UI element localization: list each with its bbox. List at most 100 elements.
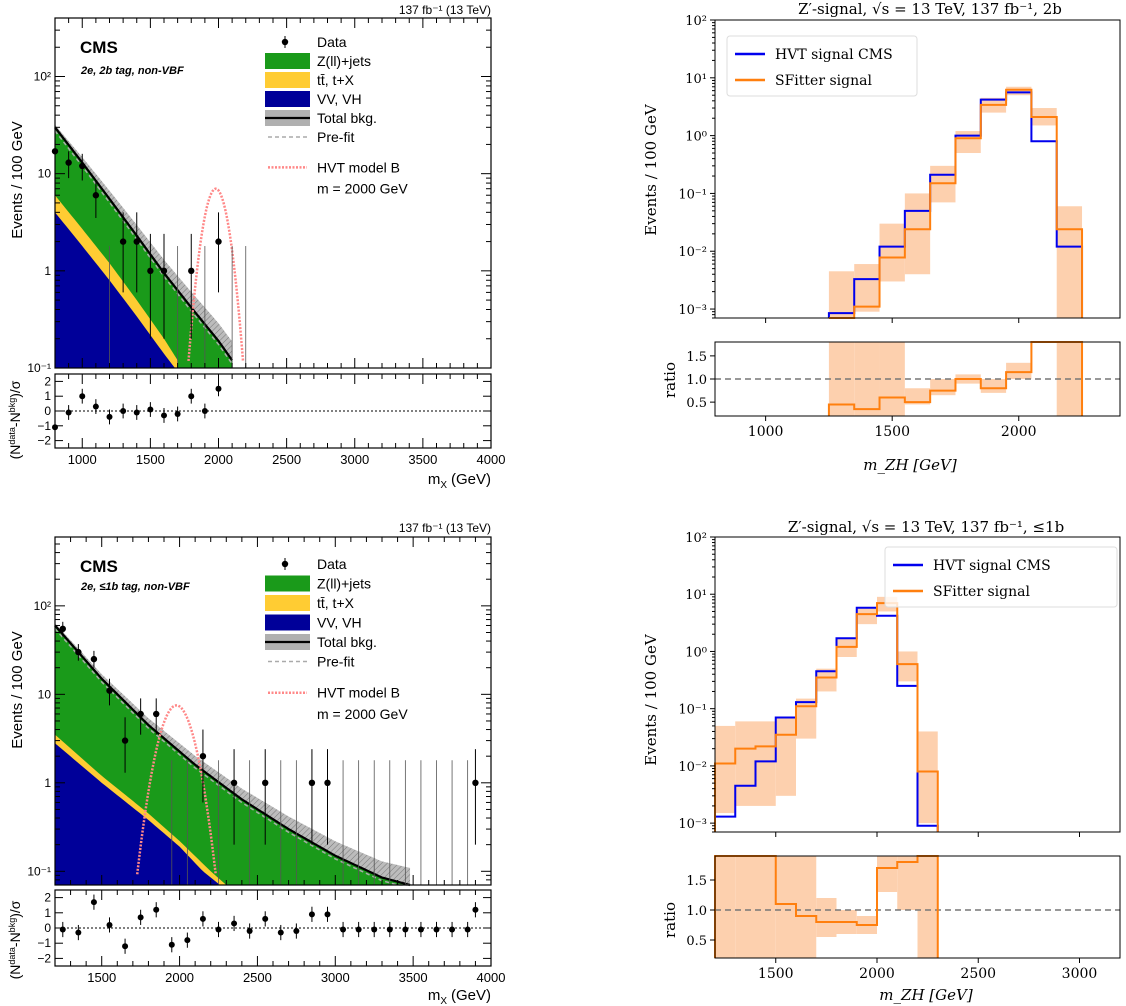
y-axis-label: Events / 100 GeV	[9, 631, 26, 749]
vv-area	[55, 743, 221, 885]
sfitter-2b-main-plot: 10⁻³ 10⁻² 10⁻¹ 10⁰ 10¹ 10²	[678, 14, 1121, 323]
x-axis-label: mX (GeV)	[428, 987, 491, 1006]
sfitter-uncertainty-bin	[828, 271, 855, 318]
legend-data-marker	[281, 38, 289, 46]
legend-prefit-label: Pre-fit	[317, 654, 354, 670]
y-tick-label: 10²	[685, 531, 707, 546]
data-point	[262, 779, 269, 787]
experiment-label: CMS	[80, 38, 118, 57]
sfitter-uncertainty-bin	[879, 223, 905, 282]
legend-data-marker	[281, 560, 289, 568]
sfitter-uncertainty-bin	[796, 698, 817, 739]
x-tick-label: 2500	[243, 970, 272, 985]
pull-y-tick-label: −1	[37, 936, 51, 950]
data-point	[153, 710, 160, 718]
pull-axis-label-sup1: data	[7, 947, 17, 965]
y-tick-label: 10⁻¹	[678, 187, 707, 202]
x-tick-label: 3000	[321, 970, 350, 985]
ratio-axis-label: ratio	[661, 362, 679, 398]
data-point	[133, 238, 140, 245]
pull-point	[65, 409, 72, 416]
lumi-label: 137 fb⁻¹ (13 TeV)	[399, 3, 491, 17]
y-tick-label: 10²	[685, 14, 707, 29]
data-point	[65, 159, 72, 166]
data-point	[119, 238, 127, 245]
pull-point	[215, 926, 222, 933]
y-tick-label: 10⁻²	[678, 245, 707, 260]
pull-axis-label-tail: )/σ	[7, 900, 23, 918]
ratio-band-bin	[735, 856, 756, 958]
pull-point	[90, 899, 97, 906]
data-point	[199, 752, 207, 760]
pull-point	[184, 937, 191, 944]
data-point	[230, 779, 238, 787]
plot-frame	[714, 19, 1121, 319]
data-point	[160, 267, 168, 275]
legend-box	[726, 35, 918, 97]
pull-point	[174, 410, 181, 417]
plot-frame	[714, 536, 1121, 833]
y-tick-label: 10	[38, 687, 52, 701]
y-tick-label: 10⁻³	[678, 303, 707, 318]
cms-1b-legend: Data Z(ll)+jets tt̄, t+X VV, VH Total bkg. Pr…	[265, 556, 408, 722]
pull-point	[293, 928, 300, 935]
sfitter-uncertainty-bin	[854, 264, 880, 312]
x-tick-label: 1500	[87, 970, 116, 985]
sfitter-1b-main-plot: 10⁻³ 10⁻² 10⁻¹ 10⁰ 10¹ 10²	[678, 531, 1121, 837]
ratio-y-tick-label: 1.5	[686, 874, 707, 889]
pull-point	[464, 926, 471, 933]
x-axis-label-sub: X	[440, 480, 447, 491]
pull-point	[75, 929, 82, 936]
pull-point	[417, 926, 424, 933]
pull-point	[277, 929, 284, 936]
pull-point	[308, 911, 315, 918]
sfitter-uncertainty-bin	[904, 193, 931, 275]
pull-axis-label: (Ndata-Nbkg)/σ	[7, 380, 23, 459]
legend-vv-swatch	[265, 614, 310, 631]
legend-ttbar-label: tt̄, t+X	[317, 595, 355, 611]
legend-hvt-label: HVT signal CMS	[775, 47, 893, 63]
pull-axis-label: (Ndata-Nbkg)/σ	[7, 900, 23, 979]
x-tick-label: 2500	[960, 966, 996, 982]
y-tick-label: 10²	[34, 599, 51, 613]
pull-y-tick-label: −2	[37, 951, 51, 965]
legend-signal-label: HVT model B	[317, 685, 400, 701]
x-tick-label: 1000	[748, 424, 784, 440]
x-tick-label: 3500	[399, 970, 428, 985]
ratio-y-tick-label: 1.0	[686, 373, 707, 388]
pull-point	[59, 926, 66, 933]
pull-point	[246, 928, 253, 935]
pull-point	[120, 408, 127, 414]
experiment-label: CMS	[80, 557, 118, 576]
data-point	[137, 710, 144, 718]
sfitter-1b-ratio-plot: 0.5 1.0 1.5 1500 2000 2500 3000	[686, 855, 1121, 982]
legend-vv-label: VV, VH	[317, 615, 362, 631]
category-label: 2e, ≤1b tag, non-VBF	[80, 581, 190, 593]
pull-point	[137, 914, 144, 921]
cms-2b-main-plot: 10⁻¹ 1 10 10²	[27, 17, 492, 375]
x-tick-label: 2000	[204, 452, 233, 467]
ratio-band-bin	[879, 342, 905, 416]
ratio-band-bin	[1006, 362, 1032, 379]
pull-point	[153, 906, 160, 913]
x-axis-label-main: m	[428, 987, 441, 1004]
pull-point	[324, 911, 331, 918]
pull-point	[161, 412, 167, 419]
pull-y-tick-label: 2	[44, 374, 51, 388]
cms-2b-legend: Data Z(ll)+jets tt̄, t+X VV, VH Total bkg. Pr…	[265, 34, 408, 196]
y-tick-label: 10⁰	[685, 645, 707, 660]
pull-point	[386, 926, 393, 933]
x-tick-label: 2000	[1001, 424, 1037, 440]
pull-y-tick-label: 1	[44, 906, 51, 920]
pull-point	[340, 926, 347, 933]
ratio-band-bin	[796, 856, 817, 958]
ratio-axis-label: ratio	[661, 902, 679, 938]
ratio-band-bin	[980, 379, 1007, 393]
sfitter-step-line	[714, 602, 939, 832]
sfitter-step-line	[828, 88, 1084, 319]
legend-data-label: Data	[317, 34, 347, 50]
x-axis-label: m_ZH [GeV]	[879, 986, 973, 1004]
